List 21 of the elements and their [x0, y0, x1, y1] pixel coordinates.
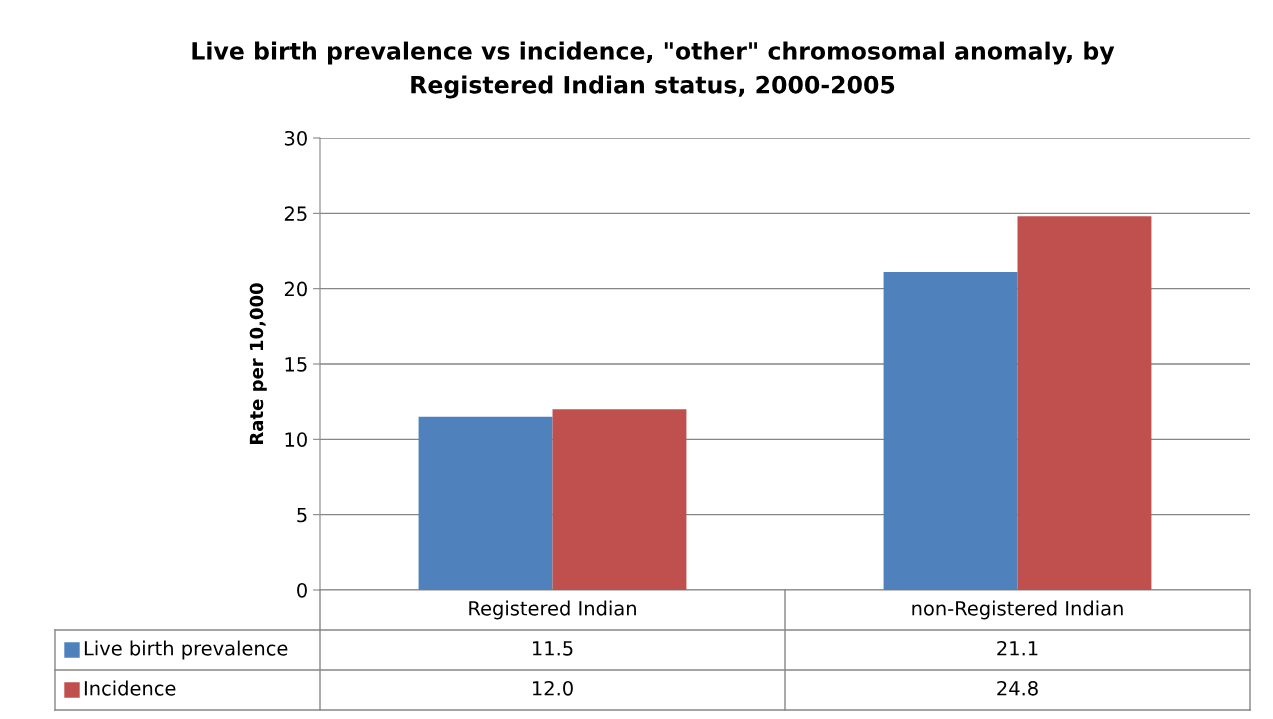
data-label: 11.5: [532, 641, 573, 656]
y-tick-label: 0: [297, 582, 307, 598]
x-tick-label: non-Registered Indian: [912, 600, 1123, 620]
data-label: 12.0: [532, 680, 573, 696]
data-label: 21.1: [997, 640, 1038, 656]
y-tick-label: 25: [284, 206, 307, 221]
y-tick-label: 20: [284, 281, 307, 297]
bar: [1017, 216, 1152, 590]
bar: [418, 416, 553, 590]
y-tick-label: 5: [297, 507, 307, 523]
y-tick-label: 10: [285, 432, 307, 447]
bar: [552, 409, 687, 590]
y-axis-title: Rate per 10,000: [249, 283, 267, 444]
chart-title: Live birth prevalence vs incidence, "other" chromosomal anomaly, by Registered Indian status, 2000-2005: [192, 41, 1115, 99]
legend-label: Live birth prevalence: [84, 640, 288, 660]
y-tick-label: 15: [285, 357, 307, 372]
y-tick-label: 30: [284, 130, 307, 146]
data-label: 24.8: [997, 680, 1038, 696]
x-tick-label: Registered Indian: [469, 600, 636, 620]
bar: [883, 272, 1018, 590]
legend-label: Incidence: [84, 680, 176, 696]
